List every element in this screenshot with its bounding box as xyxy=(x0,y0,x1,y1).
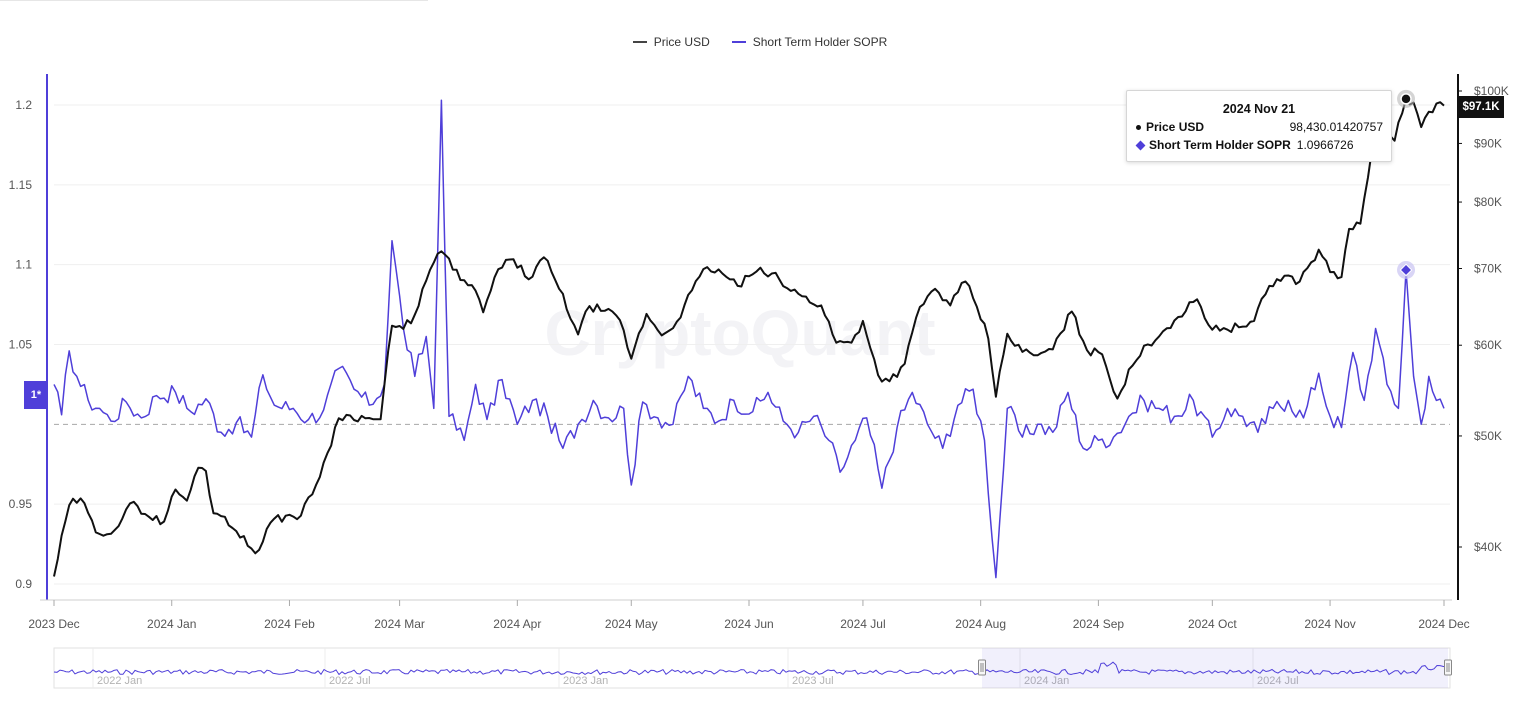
price-dot-icon xyxy=(1136,124,1141,130)
navigator-tick-label: 2022 Jul xyxy=(329,675,371,687)
navigator-tick-label: 2022 Jan xyxy=(97,675,142,687)
right-axis-tick-label: $80K xyxy=(1474,195,1502,209)
right-axis-tick-label: $100K xyxy=(1474,84,1509,98)
x-axis-tick-label: 2023 Dec xyxy=(28,617,79,631)
legend-item-sopr[interactable]: Short Term Holder SOPR xyxy=(731,35,888,49)
navigator-frame xyxy=(53,647,1451,689)
navigator-handle-left[interactable] xyxy=(978,659,986,676)
x-axis-tick-label: 2024 Aug xyxy=(955,617,1006,631)
x-axis-tick-label: 2024 May xyxy=(605,617,658,631)
grid-lines xyxy=(54,104,1450,585)
navigator-tick-label: 2024 Jan xyxy=(1024,675,1069,687)
sopr-hover-point xyxy=(1399,263,1413,277)
navigator-tick-label: 2023 Jul xyxy=(792,675,834,687)
right-axis-tick-label: $60K xyxy=(1474,338,1502,352)
left-axis-tick-label: 1.2 xyxy=(15,98,32,112)
chart-legend: Price USD Short Term Holder SOPR xyxy=(0,32,1520,52)
legend-label-price: Price USD xyxy=(653,35,710,49)
tooltip-sopr-label: Short Term Holder SOPR xyxy=(1149,138,1291,152)
left-axis-tick-label: 1.15 xyxy=(9,178,33,192)
navigator[interactable]: 2022 Jan 2022 Jul 2023 Jan 2023 Jul 2024 Jan… xyxy=(53,647,1452,689)
left-axis-tick-label: 1.1 xyxy=(15,258,32,272)
x-axis-tick-label: 2024 Jun xyxy=(724,617,773,631)
right-axis-tick-label: $90K xyxy=(1474,136,1502,150)
x-axis-tick-label: 2024 Dec xyxy=(1418,617,1469,631)
right-axis-tick-label: $40K xyxy=(1474,540,1502,554)
tooltip-price-value: 98,430.01420757 xyxy=(1289,120,1383,134)
left-axis-tick-label: 0.95 xyxy=(9,497,33,511)
legend-swatch-sopr xyxy=(731,41,746,43)
left-axis-tick-label: 0.9 xyxy=(15,577,32,591)
axes: 0.9 0.95 1.05 1.1 1.15 1.2 $40K $50K $60K $70K $80… xyxy=(9,74,1509,631)
tooltip-date: 2024 Nov 21 xyxy=(1222,102,1296,116)
navigator-series-line xyxy=(53,661,1450,676)
tooltip-row-price: Price USD 98,430.01420757 xyxy=(1136,120,1383,134)
hover-markers xyxy=(1397,89,1416,279)
series-layer xyxy=(53,97,1445,579)
navigator-handle-right[interactable] xyxy=(1444,659,1452,676)
navigator-tick-label: 2023 Jan xyxy=(563,675,608,687)
x-axis-tick-label: 2024 Jan xyxy=(147,617,196,631)
sopr-diamond-icon xyxy=(1135,140,1146,150)
series-line-sopr xyxy=(53,99,1445,579)
tooltip-row-sopr: Short Term Holder SOPR 1.0966726 xyxy=(1135,138,1383,152)
x-axis-tick-label: 2024 Feb xyxy=(264,617,315,631)
series-line-price xyxy=(53,97,1445,577)
right-axis-tick-label: $50K xyxy=(1474,429,1502,443)
x-axis-tick-label: 2024 Oct xyxy=(1188,617,1237,631)
tooltip-sopr-value: 1.0966726 xyxy=(1296,138,1354,152)
price-value-badge: $97.1K xyxy=(1458,96,1504,118)
x-axis-tick-label: 2024 Nov xyxy=(1304,617,1355,631)
tooltip: 2024 Nov 21 Price USD 98,430.01420757 Sh… xyxy=(1126,90,1392,162)
x-axis-tick-label: 2024 Apr xyxy=(493,617,541,631)
right-axis-tick-label: $70K xyxy=(1474,262,1502,276)
navigator-selection[interactable] xyxy=(982,648,1448,688)
navigator-tick-label: 2024 Jul xyxy=(1257,675,1299,687)
legend-item-price[interactable]: Price USD xyxy=(632,35,710,49)
x-axis-tick-label: 2024 Mar xyxy=(374,617,425,631)
legend-label-sopr: Short Term Holder SOPR xyxy=(752,35,888,49)
legend-swatch-price xyxy=(632,41,647,43)
watermark: CryptoQuant xyxy=(544,297,935,369)
tooltip-price-label: Price USD xyxy=(1146,120,1205,134)
price-hover-point xyxy=(1400,93,1412,105)
x-axis-tick-label: 2024 Jul xyxy=(840,617,885,631)
left-axis-value-badge: 1* xyxy=(24,381,48,409)
left-axis-tick-label: 1.05 xyxy=(9,338,33,352)
top-divider xyxy=(0,0,428,1)
x-axis-tick-label: 2024 Sep xyxy=(1073,617,1125,631)
